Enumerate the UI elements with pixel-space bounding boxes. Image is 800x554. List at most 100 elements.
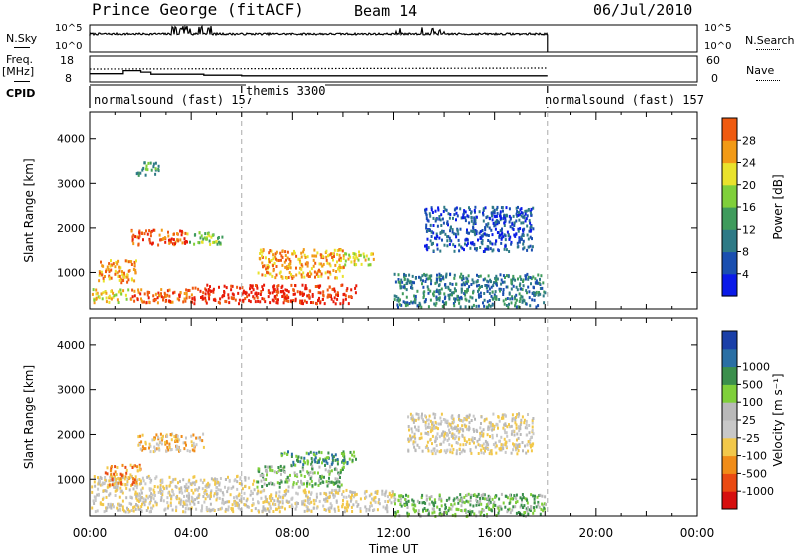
data-cell [494,276,497,280]
data-cell [491,423,494,427]
data-cell [527,440,530,444]
data-cell [333,507,336,511]
beam-label: Beam 14 [354,2,418,20]
data-cell [477,492,480,496]
data-cell [131,235,134,239]
data-cell [403,285,406,289]
data-cell [296,492,299,496]
data-cell [147,496,150,500]
data-cell [176,437,179,441]
data-cell [444,295,447,299]
data-cell [458,414,460,418]
data-cell [425,223,428,227]
data-cell [157,435,159,439]
data-cell [484,449,486,453]
data-cell [481,285,483,288]
data-cell [311,484,314,488]
data-cell [484,226,487,230]
data-cell [185,240,188,243]
data-cell [178,501,181,505]
data-cell [501,415,504,419]
data-cell [424,300,427,303]
data-cell [274,252,277,256]
data-cell [283,451,286,455]
data-cell [532,511,535,515]
data-cell [230,486,233,490]
data-cell [252,288,255,292]
data-cell [203,500,206,504]
data-cell [161,480,163,484]
data-cell [258,467,261,471]
data-cell [442,209,445,213]
data-cell [319,492,322,496]
data-cell [339,248,342,252]
data-cell [160,436,163,440]
data-cell [324,463,326,467]
data-cell [184,299,187,303]
data-cell [407,439,410,443]
data-cell [135,503,137,506]
data-cell [102,291,105,295]
data-cell [311,293,314,296]
data-cell [354,291,357,295]
data-cell [333,289,336,293]
data-cell [323,302,326,306]
data-cell [94,499,97,502]
data-cell [314,261,317,265]
data-cell [451,414,454,418]
data-cell [232,296,235,300]
data-cell [347,302,350,306]
data-cell [498,419,501,423]
data-cell [335,270,338,273]
data-cell [219,297,222,301]
data-cell [266,473,268,477]
data-cell [290,299,292,303]
colorbar-tick-label: -25 [742,432,760,445]
data-cell [305,287,308,291]
data-cell [345,289,348,293]
data-cell [425,273,428,277]
colorbar-segment [722,273,737,297]
data-cell [461,424,464,428]
data-cell [494,445,497,449]
data-cell [468,441,471,445]
data-cell [354,493,357,497]
data-cell [500,229,503,233]
data-cell [491,433,494,437]
data-cell [139,447,142,451]
data-cell [335,480,338,484]
data-cell [269,481,272,485]
data-cell [320,255,323,259]
data-cell [284,250,287,254]
data-cell [195,436,198,440]
data-cell [529,441,531,445]
data-cell [451,504,454,508]
data-cell [140,491,143,495]
data-cell [260,479,263,483]
data-cell [494,227,497,231]
data-cell [472,303,475,307]
data-cell [429,276,432,280]
data-cell [430,235,433,238]
data-cell [132,233,135,237]
data-cell [510,432,513,436]
data-cell [242,291,245,295]
data-cell [397,278,400,281]
panel-axes [89,111,698,310]
data-cell [334,490,337,494]
data-cell [515,293,518,297]
data-cell [216,242,219,246]
data-cell [496,277,499,281]
data-cell [279,464,282,468]
data-cell [425,277,428,281]
data-cell [543,502,546,506]
data-cell [326,499,329,503]
data-cell [486,215,489,219]
data-cell [451,228,454,232]
data-cell [520,421,523,425]
data-cell [462,281,465,285]
data-cell [199,236,202,240]
data-cell [521,300,524,304]
x-tick-label: 00:00 [680,526,715,540]
data-cell [243,491,246,495]
